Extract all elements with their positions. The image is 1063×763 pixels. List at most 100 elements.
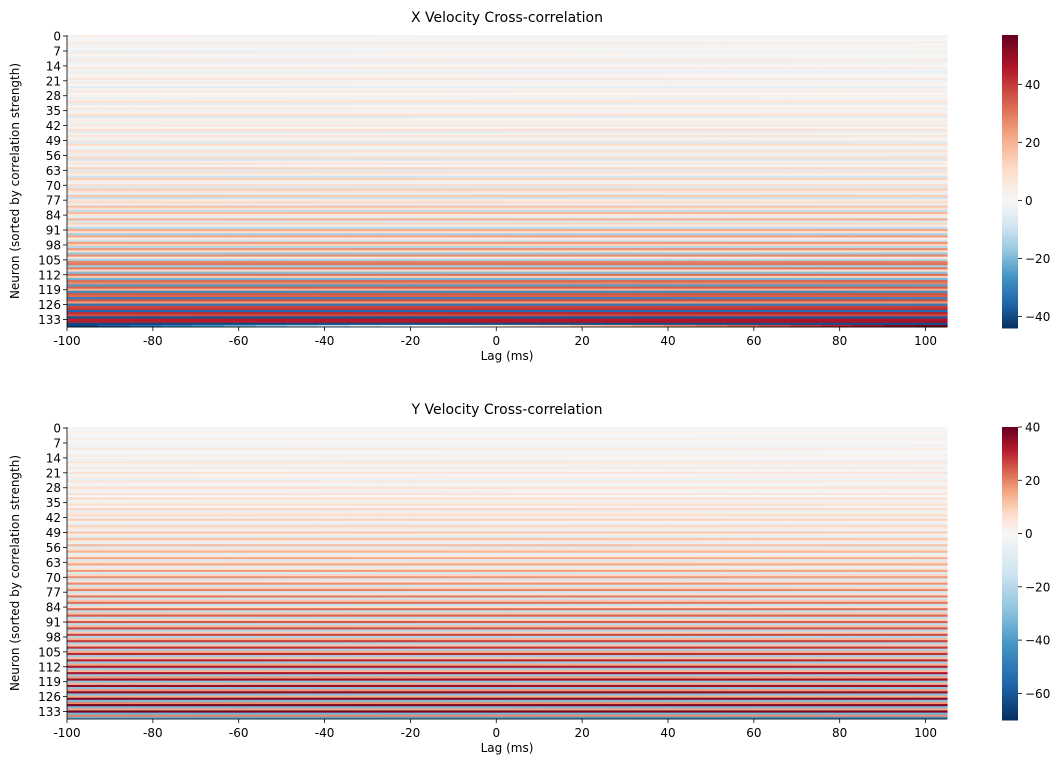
heatmap-cell — [318, 60, 351, 64]
heatmap-cell — [444, 463, 477, 466]
heatmap-cell — [664, 199, 697, 202]
heatmap-cell — [884, 56, 917, 59]
heatmap-cell — [507, 265, 540, 268]
heatmap-cell — [98, 96, 131, 100]
heatmap-cell — [538, 322, 571, 326]
heatmap-cell — [161, 214, 194, 217]
heatmap-cell — [695, 427, 728, 430]
heatmap-cell — [444, 431, 477, 434]
heatmap-cell — [224, 107, 257, 110]
heatmap-cell — [161, 260, 194, 264]
heatmap-cell — [507, 486, 540, 490]
heatmap-cell — [507, 201, 540, 204]
heatmap-cell — [789, 162, 822, 166]
heatmap-cell — [161, 267, 194, 270]
heatmap-cell — [727, 152, 760, 155]
heatmap-cell — [129, 499, 162, 502]
heatmap-cell — [538, 273, 571, 277]
heatmap-cell — [444, 233, 477, 236]
heatmap-cell — [507, 275, 540, 279]
heatmap-cell — [852, 429, 885, 432]
heatmap-cell — [758, 54, 791, 57]
heatmap-cell — [758, 320, 791, 324]
heatmap-cell — [412, 182, 445, 185]
heatmap-cell — [821, 463, 854, 466]
heatmap-cell — [67, 495, 100, 498]
heatmap-cell — [381, 490, 414, 494]
heatmap-cell — [412, 58, 445, 61]
heatmap-cell — [412, 480, 445, 483]
heatmap-cell — [538, 320, 571, 324]
y-tick-label: 0 — [53, 30, 61, 44]
heatmap-cell — [915, 105, 948, 108]
heatmap-cell — [821, 186, 854, 189]
heatmap-cell — [129, 203, 162, 206]
heatmap-cell — [255, 113, 288, 117]
heatmap-cell — [412, 284, 445, 287]
heatmap-cell — [507, 444, 540, 447]
heatmap-cell — [695, 218, 728, 221]
heatmap-cell — [98, 128, 131, 132]
heatmap-cell — [161, 113, 194, 117]
heatmap-cell — [758, 427, 791, 430]
heatmap-cell — [192, 214, 225, 217]
heatmap-cell — [538, 452, 571, 456]
heatmap-cell — [192, 429, 225, 432]
heatmap-cell — [349, 109, 382, 113]
heatmap-cell — [915, 128, 948, 132]
heatmap-cell — [67, 175, 100, 179]
heatmap-cell — [287, 454, 320, 458]
heatmap-cell — [444, 115, 477, 119]
heatmap-cell — [475, 429, 508, 432]
heatmap-cell — [601, 433, 634, 436]
heatmap-cell — [852, 190, 885, 194]
heatmap-cell — [98, 207, 131, 211]
heatmap-cell — [98, 437, 131, 441]
heatmap-cell — [192, 179, 225, 183]
heatmap-cell — [287, 79, 320, 83]
heatmap-cell — [821, 495, 854, 498]
heatmap-cell — [569, 66, 602, 70]
heatmap-cell — [507, 128, 540, 132]
heatmap-cell — [444, 173, 477, 177]
heatmap-cell — [632, 167, 665, 170]
heatmap-cell — [444, 452, 477, 456]
heatmap-cell — [381, 211, 414, 215]
heatmap-cell — [192, 246, 225, 249]
heatmap-cell — [507, 471, 540, 475]
heatmap-cell — [601, 243, 634, 247]
heatmap-cell — [444, 314, 477, 317]
heatmap-cell — [569, 88, 602, 91]
heatmap-cell — [821, 476, 854, 479]
heatmap-cell — [538, 437, 571, 441]
heatmap-cell — [318, 469, 351, 473]
heatmap-cell — [349, 77, 382, 81]
heatmap-cell — [67, 497, 100, 500]
heatmap-cell — [758, 280, 791, 283]
heatmap-cell — [161, 282, 194, 285]
heatmap-cell — [821, 441, 854, 445]
heatmap-cell — [98, 267, 131, 270]
heatmap-cell — [632, 233, 665, 236]
heatmap-cell — [915, 182, 948, 185]
heatmap-cell — [507, 220, 540, 223]
heatmap-cell — [67, 307, 100, 311]
heatmap-cell — [224, 231, 257, 234]
heatmap-cell — [758, 111, 791, 115]
heatmap-cell — [475, 439, 508, 443]
heatmap-cell — [727, 171, 760, 174]
heatmap-cell — [664, 167, 697, 170]
heatmap-cell — [192, 101, 225, 104]
heatmap-cell — [915, 446, 948, 449]
heatmap-cell — [287, 98, 320, 102]
heatmap-cell — [695, 86, 728, 89]
heatmap-cell — [98, 182, 131, 185]
heatmap-cell — [129, 228, 162, 232]
heatmap-cell — [915, 493, 948, 496]
heatmap-cell — [98, 92, 131, 96]
heatmap-cell — [349, 209, 382, 213]
heatmap-cell — [821, 258, 854, 262]
heatmap-cell — [884, 220, 917, 223]
heatmap-cell — [821, 113, 854, 117]
heatmap-cell — [601, 207, 634, 211]
